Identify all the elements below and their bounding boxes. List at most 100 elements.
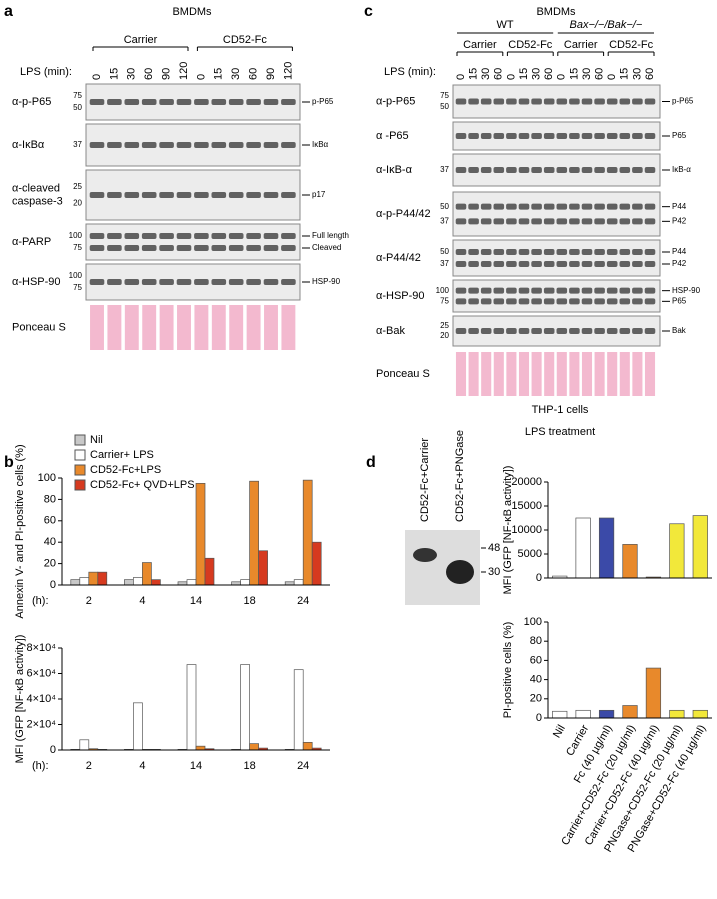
blot-label: α-PARP	[12, 236, 51, 248]
band	[531, 261, 542, 267]
blot-label: α -P65	[376, 130, 409, 142]
band	[228, 99, 244, 105]
band	[518, 249, 530, 255]
lane-label: 60	[143, 68, 155, 80]
band	[263, 192, 279, 198]
marker: 37	[440, 216, 449, 225]
band	[518, 203, 530, 210]
blot-box	[452, 239, 661, 277]
band-label: p-P65	[312, 97, 334, 106]
band	[632, 98, 643, 105]
band	[176, 245, 192, 251]
blot-label: α-p-P44/42	[376, 208, 431, 220]
ponceau-lane	[632, 352, 643, 396]
band	[506, 167, 517, 173]
lane-label: 15	[518, 68, 530, 80]
band	[211, 233, 227, 239]
band	[594, 328, 605, 334]
band	[263, 233, 279, 239]
bar	[88, 571, 99, 586]
band	[518, 298, 530, 305]
band-label: P65	[672, 296, 687, 305]
x-tick-label: 18	[243, 760, 255, 772]
band	[556, 203, 568, 210]
lane-label: 0	[91, 74, 103, 80]
marker: 25	[73, 182, 82, 191]
band	[493, 249, 505, 255]
band	[644, 203, 656, 210]
group-label: Carrier	[124, 34, 158, 46]
genotype-label: Bax−/−/Bak−/−	[570, 19, 643, 31]
band	[480, 328, 492, 334]
bar	[195, 745, 206, 751]
group-label: CD52-Fc	[508, 39, 553, 51]
band	[594, 133, 605, 139]
band-label: Cleaved	[312, 243, 341, 252]
band	[543, 298, 555, 305]
lps-label: LPS (min):	[20, 66, 72, 78]
band	[468, 203, 479, 210]
marker: 50	[440, 202, 449, 211]
band	[124, 192, 140, 198]
lane-label: 15	[108, 68, 120, 80]
band	[246, 192, 261, 198]
panel-letter: a	[4, 3, 13, 20]
band	[606, 203, 618, 210]
band	[468, 287, 479, 294]
band	[124, 279, 140, 285]
band-label: P44	[672, 202, 687, 211]
band	[493, 167, 505, 173]
band	[543, 167, 555, 173]
group-label: CD52-Fc	[223, 34, 268, 46]
lane-label: 0	[556, 74, 568, 80]
y-tick-label: 80	[530, 635, 542, 647]
ponceau-lane	[455, 352, 467, 396]
marker: 75	[73, 243, 82, 252]
band	[619, 218, 631, 225]
lane-label: 30	[480, 68, 492, 80]
group-label: Carrier	[564, 39, 598, 51]
band	[594, 287, 605, 294]
band	[281, 245, 296, 251]
band	[581, 203, 593, 210]
band	[141, 279, 157, 285]
band	[556, 287, 568, 294]
band	[176, 142, 192, 148]
band	[569, 133, 580, 139]
band	[569, 298, 580, 305]
band	[531, 203, 542, 210]
band	[107, 99, 122, 105]
bar	[204, 557, 215, 586]
lane-label: 0	[606, 74, 618, 80]
panel-letter: c	[364, 3, 373, 20]
band	[518, 287, 530, 294]
band	[632, 167, 643, 173]
band	[594, 167, 605, 173]
band	[211, 99, 227, 105]
band	[89, 192, 105, 198]
band	[455, 298, 467, 305]
lane-label: 30	[230, 68, 242, 80]
band	[506, 261, 517, 267]
ponceau-lane	[493, 352, 504, 396]
bar	[97, 571, 108, 586]
blot-label: α-HSP-90	[12, 276, 61, 288]
band	[581, 298, 593, 305]
x-tick-label: 4	[139, 760, 145, 772]
band	[176, 99, 192, 105]
band	[569, 287, 580, 294]
band	[468, 298, 479, 305]
band	[228, 192, 244, 198]
band	[506, 203, 517, 210]
ponceau-lane	[90, 305, 104, 350]
band	[263, 99, 279, 105]
band	[468, 261, 479, 267]
bar	[311, 541, 322, 586]
lane-label: 60	[543, 68, 555, 80]
y-tick-label: 20	[44, 558, 56, 570]
lane-label: 30	[126, 68, 138, 80]
band	[518, 218, 530, 225]
band	[455, 133, 467, 139]
band	[531, 249, 542, 255]
band	[619, 249, 631, 255]
